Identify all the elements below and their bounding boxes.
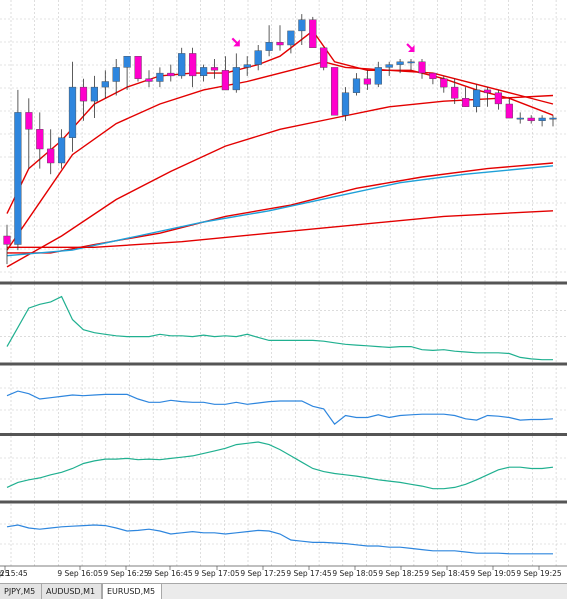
x-tick-label: 9 Sep 17:25	[240, 569, 286, 578]
moving-average-line	[7, 210, 554, 248]
candle-bull	[90, 86, 99, 102]
candle-bull	[549, 117, 557, 120]
moving-average-lines	[6, 29, 554, 268]
pane-separator	[0, 362, 567, 366]
candle-bull	[232, 67, 240, 91]
moving-average-line	[6, 94, 554, 268]
candle-bull	[385, 64, 393, 68]
x-tick-label: 9 Sep 16:05	[57, 569, 103, 578]
candle-bear	[134, 56, 142, 79]
candle-bull	[254, 50, 262, 65]
tab-eurusd-m5[interactable]: EURUSD,M5	[102, 584, 162, 599]
candle-bear	[418, 61, 426, 74]
x-tick-label: 9 Sep 15:45	[0, 569, 28, 578]
candle-bull	[58, 137, 66, 164]
candle-bull	[178, 53, 186, 77]
pane-separator	[0, 500, 567, 504]
x-tick-label: 9 Sep 18:25	[378, 569, 424, 578]
candle-bull	[287, 30, 295, 46]
candle-bull	[123, 56, 131, 68]
signal-arrow-head	[408, 45, 415, 53]
x-tick-label: 9 Sep 17:45	[286, 569, 332, 578]
candle-bear	[363, 78, 372, 85]
moving-average-line	[7, 162, 554, 254]
chart-window: 259 Sep 15:459 Sep 16:059 Sep 16:259 Sep…	[0, 0, 567, 578]
candle-bear	[320, 47, 328, 68]
candles	[3, 14, 557, 265]
tab-audusd-m1[interactable]: AUDUSD,M1	[42, 584, 102, 599]
candle-bear	[210, 67, 219, 71]
moving-average-line	[6, 165, 554, 257]
candle-bear	[36, 129, 44, 150]
candle-bull	[341, 92, 350, 116]
candle-bear	[25, 112, 33, 130]
candle-bull	[112, 67, 120, 82]
candle-bull	[374, 67, 382, 85]
candle-bull	[243, 64, 251, 68]
candle-bull	[407, 61, 415, 64]
candle-bull	[199, 67, 208, 77]
x-tick-label: 9 Sep 18:45	[424, 569, 470, 578]
x-tick-label: 9 Sep 18:05	[332, 569, 378, 578]
candle-bull	[101, 81, 109, 88]
signal-arrow-icon	[231, 37, 240, 47]
candle-bull	[516, 117, 524, 120]
candle-bear	[167, 72, 175, 77]
x-tick-label: 9 Sep 17:05	[194, 569, 240, 578]
candle-bear	[47, 148, 55, 164]
pane-separator	[0, 433, 567, 436]
oscillator-line-2	[6, 390, 554, 425]
candle-bull	[265, 42, 273, 51]
signal-arrow-head	[233, 39, 240, 47]
candle-bull	[538, 117, 546, 121]
candle-bear	[451, 86, 459, 99]
candle-bear	[79, 86, 88, 102]
candle-bear	[3, 235, 11, 245]
candle-bull	[396, 61, 404, 65]
chart-tab-bar: PJPY,M5 AUDUSD,M1 EURUSD,M5	[0, 583, 567, 599]
candle-bear	[309, 19, 317, 49]
x-axis-labels: 259 Sep 15:459 Sep 16:059 Sep 16:259 Sep…	[0, 566, 562, 578]
oscillator-line-3	[6, 441, 554, 490]
candle-bear	[331, 67, 339, 116]
candle-bear	[494, 92, 503, 105]
candle-bear	[483, 89, 492, 93]
pane-separator	[0, 281, 567, 285]
moving-average-line	[6, 61, 554, 251]
x-tick-label: 25	[0, 569, 10, 578]
tab-pjpy-m5[interactable]: PJPY,M5	[0, 584, 42, 599]
candle-bull	[473, 89, 481, 108]
candle-bear	[505, 103, 513, 119]
candle-bear	[145, 78, 153, 82]
candle-bear	[462, 98, 470, 107]
candle-bear	[276, 42, 284, 46]
x-tick-label: 9 Sep 19:05	[470, 569, 516, 578]
candle-bear	[440, 78, 448, 88]
candle-bull	[14, 112, 22, 245]
x-tick-label: 9 Sep 19:25	[516, 569, 562, 578]
candle-bear	[429, 72, 437, 79]
signal-arrow-icon	[406, 43, 415, 53]
candle-bear	[221, 70, 230, 91]
candle-bull	[298, 19, 306, 32]
chart-canvas: 259 Sep 15:459 Sep 16:059 Sep 16:259 Sep…	[0, 0, 567, 578]
candle-bear	[527, 117, 535, 121]
oscillator-line-4	[6, 524, 553, 555]
candle-bull	[156, 72, 164, 82]
candle-bear	[189, 53, 197, 77]
x-tick-label: 9 Sep 16:45	[147, 569, 193, 578]
candle-bull	[68, 86, 77, 138]
candle-bull	[352, 78, 361, 93]
oscillator-line-1	[6, 295, 553, 361]
x-tick-label: 9 Sep 16:25	[103, 569, 149, 578]
moving-average-line	[6, 29, 554, 214]
